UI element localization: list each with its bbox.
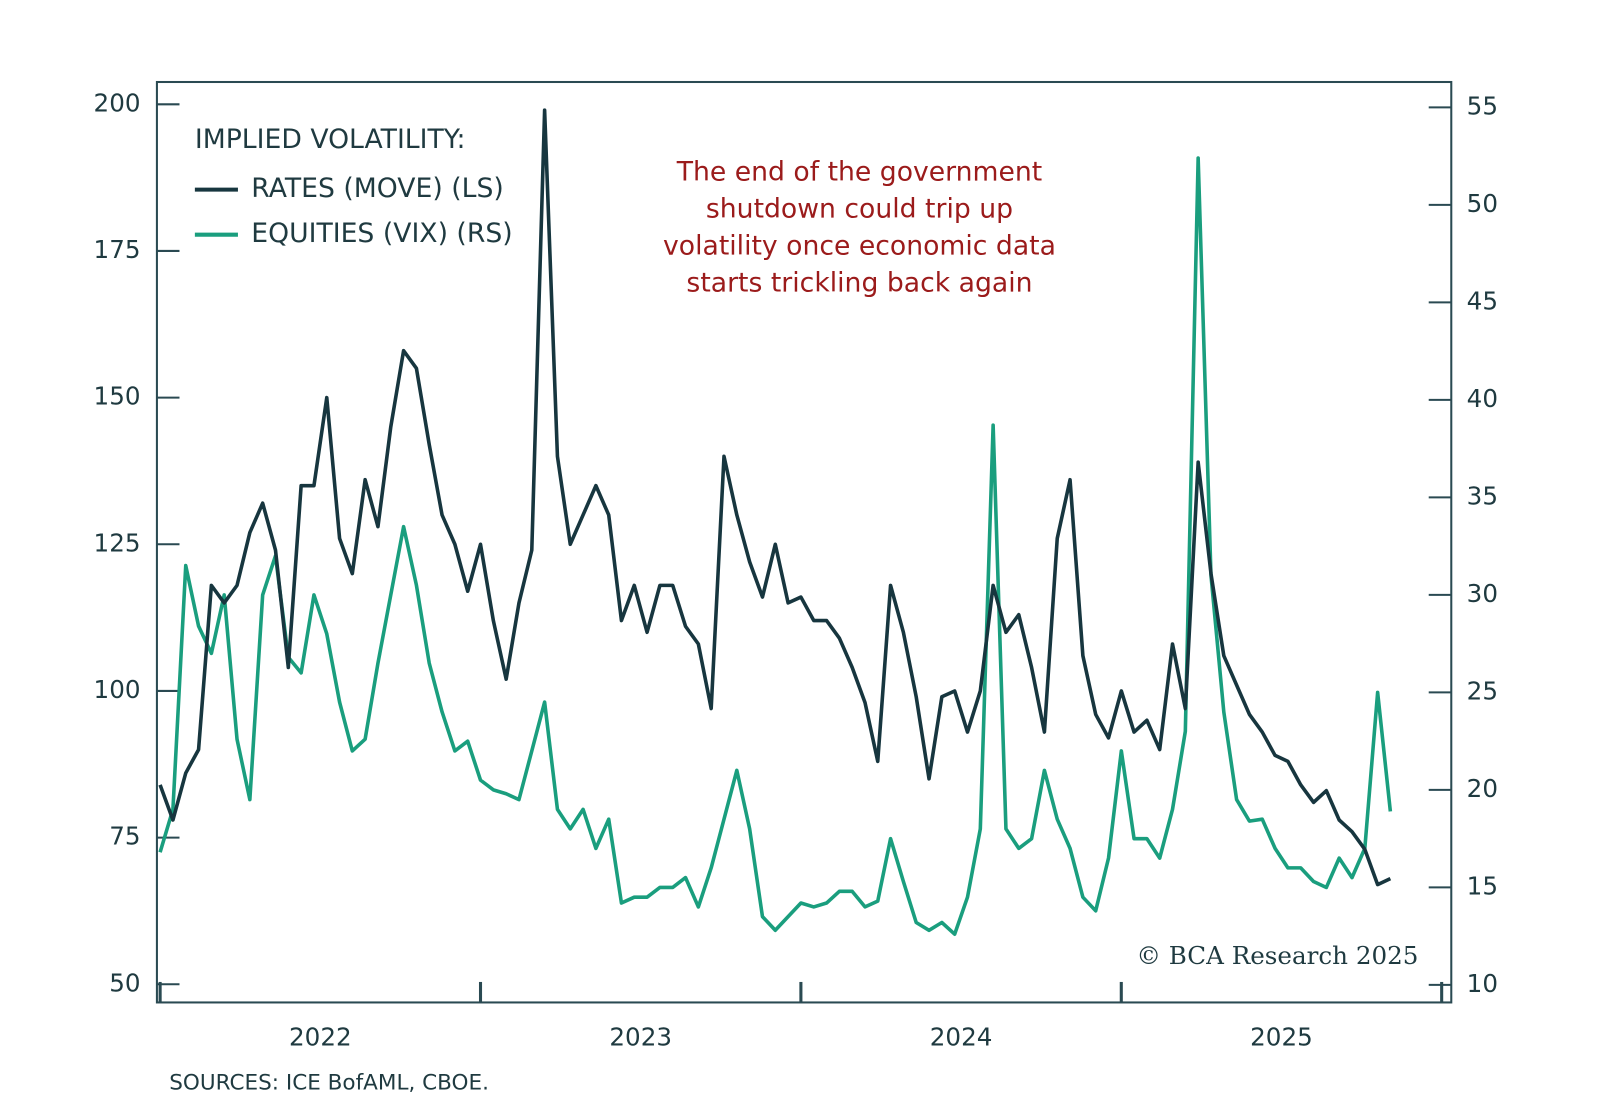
source: SOURCES: ICE BofAML, CBOE. [169, 1070, 489, 1095]
y-tick-label: 50 [109, 968, 140, 997]
y2-tick-label: 15 [1467, 871, 1498, 900]
y-tick-label: 125 [94, 528, 141, 557]
plot-frame [155, 80, 1453, 1004]
x-tick-label: 2024 [930, 1022, 993, 1051]
credit: © BCA Research 2025 [1136, 941, 1418, 970]
y-tick-label: 200 [94, 88, 141, 117]
y-tick-label: 150 [94, 382, 141, 411]
annotation: shutdown could trip up [706, 194, 1013, 225]
x-tick-label: 2023 [609, 1022, 672, 1051]
legend-label: RATES (MOVE) (LS) [251, 173, 504, 204]
y2-tick-label: 50 [1467, 189, 1498, 218]
y2-tick-label: 55 [1467, 91, 1498, 120]
series-line [158, 156, 1393, 936]
legend-title: IMPLIED VOLATILITY: [195, 124, 466, 155]
y-tick-label: 175 [94, 235, 141, 264]
y2-tick-label: 45 [1467, 286, 1498, 315]
series-line [158, 108, 1392, 887]
y-tick-label: 75 [109, 822, 140, 851]
legend-label: EQUITIES (VIX) (RS) [251, 218, 512, 249]
annotation: volatility once economic data [663, 231, 1056, 262]
y2-tick-label: 25 [1467, 676, 1498, 705]
x-tick-label: 2025 [1250, 1022, 1313, 1051]
x-tick-label: 2022 [289, 1022, 352, 1051]
y2-tick-label: 35 [1467, 481, 1498, 510]
y2-tick-label: 40 [1467, 384, 1498, 413]
annotation: starts trickling back again [686, 267, 1032, 298]
y2-tick-label: 30 [1467, 579, 1498, 608]
y2-tick-label: 10 [1467, 969, 1498, 998]
y2-tick-label: 20 [1467, 774, 1498, 803]
annotation: The end of the government [676, 157, 1043, 188]
y-tick-label: 100 [94, 675, 141, 704]
